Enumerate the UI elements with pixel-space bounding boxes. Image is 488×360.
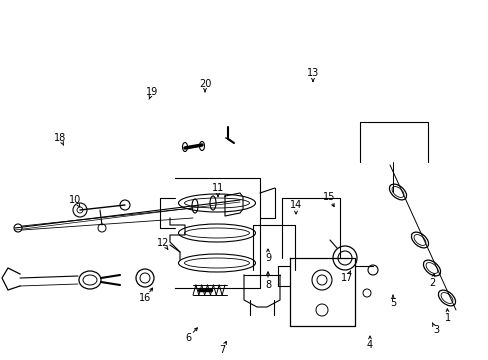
Text: 7: 7	[219, 345, 224, 355]
Text: 2: 2	[428, 278, 434, 288]
Text: 6: 6	[184, 333, 191, 343]
Text: 16: 16	[139, 293, 151, 303]
Text: 1: 1	[444, 313, 450, 323]
Circle shape	[77, 207, 83, 213]
Text: 9: 9	[264, 253, 270, 263]
Text: 19: 19	[145, 87, 158, 97]
Text: 14: 14	[289, 200, 302, 210]
Text: 18: 18	[54, 133, 66, 143]
Text: 5: 5	[389, 298, 395, 308]
Text: 3: 3	[432, 325, 438, 335]
Text: 10: 10	[69, 195, 81, 205]
Text: 17: 17	[340, 273, 352, 283]
Text: 8: 8	[264, 280, 270, 290]
Text: 11: 11	[211, 183, 224, 193]
Text: 12: 12	[157, 238, 169, 248]
Text: 13: 13	[306, 68, 319, 78]
Text: 20: 20	[199, 79, 211, 89]
Text: 4: 4	[366, 340, 372, 350]
Text: 15: 15	[322, 192, 334, 202]
